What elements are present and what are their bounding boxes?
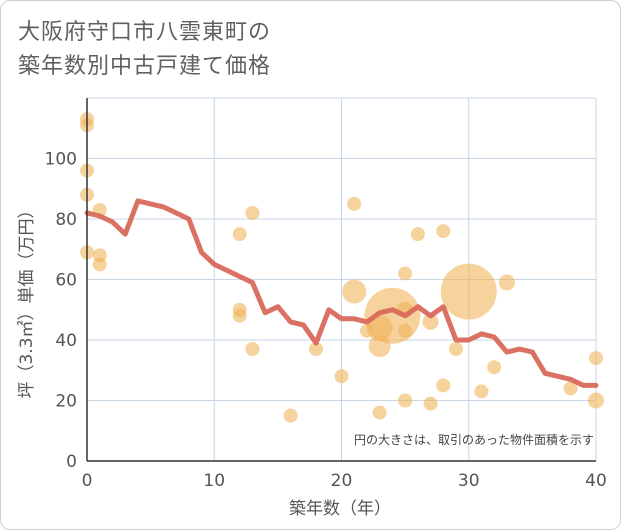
chart-title-line2: 築年数別中古戸建て価格	[18, 54, 272, 79]
y-tick-label: 0	[66, 452, 77, 472]
scatter-point	[563, 381, 578, 396]
y-tick-label: 80	[55, 210, 77, 230]
scatter-point	[372, 405, 387, 420]
scatter-point	[245, 205, 260, 220]
scatter-point	[398, 266, 413, 281]
chart-title-line1: 大阪府守口市八雲東町の	[18, 20, 272, 45]
scatter-point	[334, 369, 349, 384]
scatter-point	[423, 396, 438, 411]
scatter-point	[398, 323, 413, 338]
tick-labels: 0 10 20 30 40 0 20 40 60 80 100	[45, 150, 607, 492]
scatter-point	[474, 384, 489, 399]
x-axis-label: 築年数（年）	[289, 499, 391, 519]
scatter-point	[589, 351, 603, 366]
average-line-group	[84, 198, 599, 388]
scatter-point	[342, 279, 367, 304]
scatter-point	[232, 227, 247, 242]
axes	[86, 98, 596, 462]
y-tick-label: 20	[55, 392, 77, 412]
scatter-point	[283, 408, 298, 423]
average-price-line	[84, 198, 599, 388]
x-tick-label: 0	[82, 471, 93, 491]
scatter-point	[436, 224, 451, 239]
scatter-point	[588, 392, 604, 409]
y-axis-label: 坪（3.3㎡）単価（万円）	[17, 201, 37, 398]
scatter-points	[80, 112, 604, 423]
y-tick-label: 40	[55, 331, 77, 351]
size-legend-note: 円の大きさは、取引のあった物件面積を示す	[354, 432, 594, 447]
scatter-point	[309, 342, 324, 357]
grid	[86, 97, 597, 462]
scatter-point	[245, 342, 260, 357]
scatter-point	[498, 274, 515, 291]
scatter-point	[449, 342, 464, 357]
scatter-point	[92, 257, 107, 272]
x-tick-label: 20	[331, 471, 353, 491]
scatter-point	[436, 378, 451, 393]
x-tick-label: 30	[458, 471, 480, 491]
x-tick-label: 40	[585, 471, 607, 491]
scatter-point	[422, 313, 439, 330]
scatter-point	[487, 360, 502, 375]
scatter-point	[410, 227, 425, 242]
y-tick-label: 100	[45, 150, 77, 170]
chart-title: 大阪府守口市八雲東町の 築年数別中古戸建て価格	[18, 16, 271, 84]
scatter-point	[347, 196, 362, 211]
x-tick-label: 10	[203, 471, 225, 491]
scatter-point	[398, 393, 413, 408]
scatter-point	[232, 308, 247, 323]
scatter-point	[440, 263, 497, 320]
y-tick-label: 60	[55, 271, 77, 291]
